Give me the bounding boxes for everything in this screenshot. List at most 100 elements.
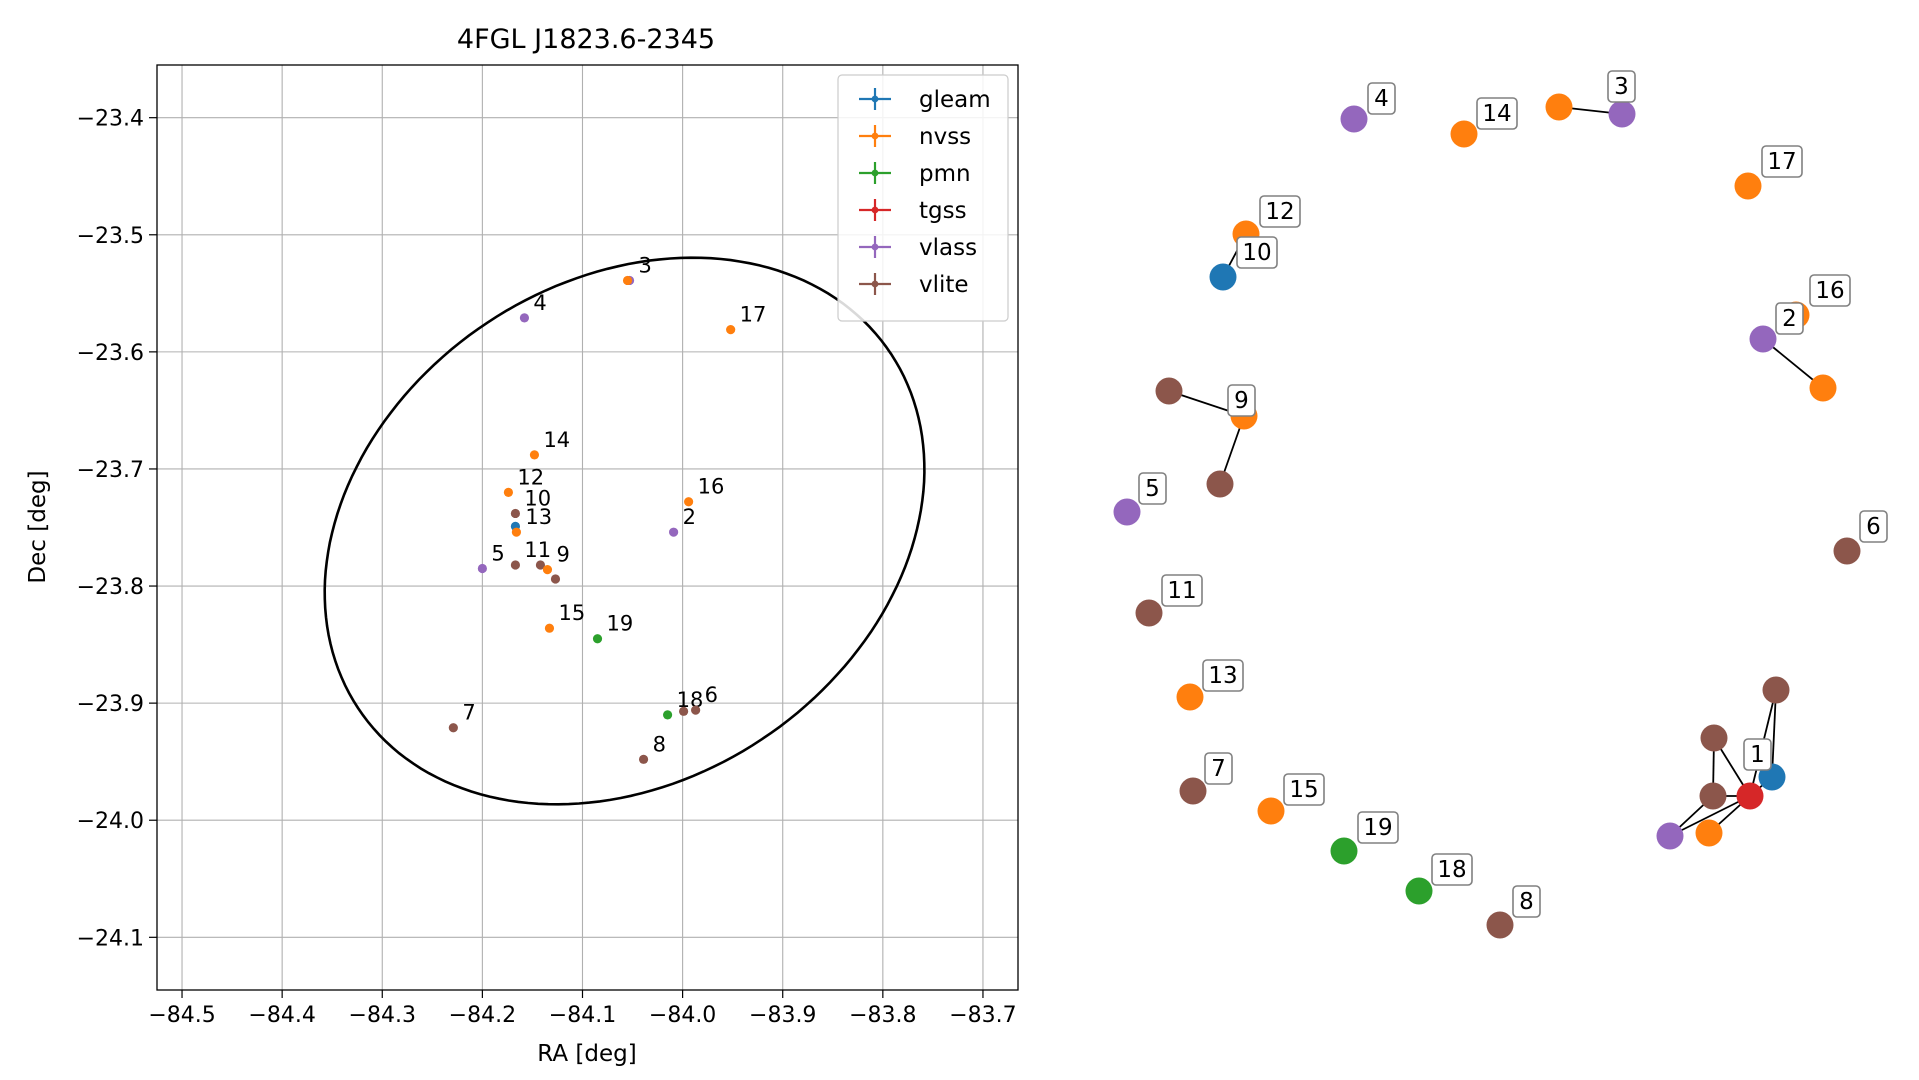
point-vlite xyxy=(510,508,521,519)
point-label: 15 xyxy=(558,601,585,625)
y-tick-label: −23.4 xyxy=(77,107,144,132)
point-vlite xyxy=(691,705,701,715)
network-label: 7 xyxy=(1211,756,1226,782)
network-label-box xyxy=(1761,145,1803,178)
network-node-vlite xyxy=(1179,777,1207,805)
point-label: 17 xyxy=(740,303,767,327)
network-node-vlass xyxy=(1656,822,1684,850)
network-node-vlass xyxy=(1749,325,1777,353)
legend-label-nvss: nvss xyxy=(919,124,971,150)
point-label: 19 xyxy=(607,612,634,636)
network-node-vlass xyxy=(1608,100,1636,128)
x-tick-label: −84.3 xyxy=(349,1003,416,1028)
point-label: 6 xyxy=(705,683,718,707)
network-node-nvss xyxy=(1257,797,1285,825)
network-label-box xyxy=(1859,510,1888,543)
point-label: 2 xyxy=(683,505,696,529)
legend-marker-dot xyxy=(871,280,879,288)
legend-marker-dot xyxy=(871,206,879,214)
network-node-tgss xyxy=(1736,782,1764,810)
network-label-box xyxy=(1236,236,1278,269)
point-nvss xyxy=(544,623,555,633)
network-node-nvss xyxy=(1695,819,1723,847)
network-label-box xyxy=(1357,811,1399,844)
network-node-pmn xyxy=(1330,837,1358,865)
point-nvss xyxy=(529,450,540,460)
plot-frame xyxy=(156,64,1019,991)
error-ellipse xyxy=(323,256,926,806)
network-node-vlite xyxy=(1135,599,1163,627)
y-ticks: −23.4 −23.5 −23.6 −23.7 −23.8 −23.9 −24.0 −24.1 xyxy=(77,107,157,951)
point-nvss xyxy=(511,527,522,537)
legend-label-pmn: pmn xyxy=(919,161,971,187)
network-label: 17 xyxy=(1767,149,1796,175)
network-label-box xyxy=(1283,773,1325,806)
point-label: 9 xyxy=(556,543,569,567)
x-tick-label: −84.4 xyxy=(248,1003,315,1028)
y-tick-label: −23.6 xyxy=(77,341,144,366)
network-label: 10 xyxy=(1242,240,1271,266)
point-label: 5 xyxy=(491,541,504,565)
point-vlite xyxy=(550,574,561,584)
x-tick-label: −84.2 xyxy=(449,1003,516,1028)
legend-label-tgss: tgss xyxy=(919,198,967,224)
point-nvss xyxy=(622,275,633,286)
network-label: 11 xyxy=(1167,578,1196,604)
network-label: 16 xyxy=(1815,278,1844,304)
y-tick-label: −23.8 xyxy=(77,575,144,600)
legend-marker-dot xyxy=(871,132,879,140)
legend-marker-dot xyxy=(871,243,879,251)
network-label-box xyxy=(1227,384,1256,417)
point-label: 16 xyxy=(698,475,725,499)
point-vlite xyxy=(510,560,521,570)
grid xyxy=(157,65,1018,990)
point-label: 8 xyxy=(653,732,666,756)
legend: gleam nvss pmn tgss vlass vlite xyxy=(837,74,1009,322)
network-label: 13 xyxy=(1208,663,1237,689)
network-node-gleam xyxy=(1209,263,1237,291)
point-label: 4 xyxy=(533,291,546,315)
network-node-vlite xyxy=(1206,470,1234,498)
network-label-box xyxy=(1259,195,1301,228)
legend-label-gleam: gleam xyxy=(919,87,991,113)
network-panel: 4 14 3 17 12 10 16 2 9 5 6 11 13 7 15 19 18 8 1 xyxy=(1113,70,1888,939)
x-ticks: −84.5 −84.4 −84.3 −84.2 −84.1 −84.0 −83.9 −83.8… xyxy=(148,990,1017,1028)
network-node-nvss xyxy=(1809,374,1837,402)
point-vlite xyxy=(448,723,458,733)
point-vlite xyxy=(535,560,546,570)
network-label: 1 xyxy=(1750,742,1765,768)
network-node-vlass xyxy=(1113,498,1141,526)
network-label: 2 xyxy=(1782,306,1797,332)
network-label: 3 xyxy=(1614,74,1629,100)
network-node-vlite xyxy=(1700,724,1728,752)
point-label: 14 xyxy=(543,428,570,452)
point-vlite xyxy=(638,754,649,764)
point-label: 3 xyxy=(639,253,652,277)
y-tick-label: −23.7 xyxy=(77,458,144,483)
network-nodes xyxy=(1113,93,1861,939)
network-label: 14 xyxy=(1482,101,1511,127)
y-tick-label: −23.5 xyxy=(77,224,144,249)
network-node-nvss xyxy=(1734,172,1762,200)
network-label: 5 xyxy=(1145,476,1160,502)
point-pmn xyxy=(592,634,603,644)
x-tick-label: −83.7 xyxy=(949,1003,1016,1028)
network-label-box xyxy=(1743,738,1772,771)
error-ellipse-path xyxy=(323,256,926,806)
point-pmn xyxy=(662,710,673,720)
network-label: 4 xyxy=(1374,86,1389,112)
y-tick-label: −24.0 xyxy=(77,809,144,834)
point-vlass xyxy=(477,563,487,574)
y-axis-label: Dec [deg] xyxy=(25,470,51,583)
network-label: 6 xyxy=(1866,514,1881,540)
network-node-nvss xyxy=(1176,683,1204,711)
network-label-box xyxy=(1809,274,1851,307)
legend-label-vlite: vlite xyxy=(919,272,969,298)
point-nvss xyxy=(542,565,553,575)
point-label: 11 xyxy=(524,538,551,562)
point-label: 7 xyxy=(462,701,475,725)
point-label: 13 xyxy=(525,505,552,529)
